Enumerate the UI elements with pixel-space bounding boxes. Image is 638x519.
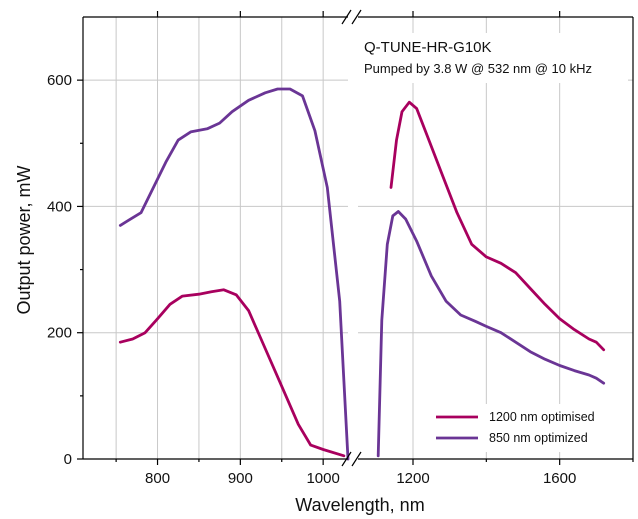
axis-break-mark bbox=[351, 451, 362, 467]
axis-break-mark bbox=[351, 9, 362, 25]
legend-label-1200: 1200 nm optimised bbox=[489, 410, 595, 424]
chart-subtitle: Pumped by 3.8 W @ 532 nm @ 10 kHz bbox=[364, 61, 592, 76]
axis-break-mark bbox=[341, 451, 352, 467]
y-tick-label: 200 bbox=[47, 325, 72, 342]
legend-label-850: 850 nm optimized bbox=[489, 431, 588, 445]
x-tick-label: 1600 bbox=[543, 470, 576, 487]
y-tick-label: 0 bbox=[64, 451, 72, 468]
grid bbox=[83, 17, 634, 460]
axis-break-mark bbox=[341, 9, 352, 25]
x-axis-title: Wavelength, nm bbox=[295, 495, 424, 515]
y-axis-title: Output power, mW bbox=[14, 165, 34, 314]
y-tick-label: 600 bbox=[47, 72, 72, 89]
tick-labels: 0 200 400 600 800 900 1000 1200 1600 bbox=[47, 72, 576, 487]
series-layer bbox=[118, 87, 606, 461]
x-tick-label: 900 bbox=[228, 470, 253, 487]
x-tick-label: 1200 bbox=[396, 470, 429, 487]
legend: 1200 nm optimised 850 nm optimized bbox=[436, 410, 595, 445]
series-line-0-segment-0 bbox=[118, 288, 346, 458]
series-line-0-segment-1 bbox=[389, 100, 606, 352]
series-line-1-segment-1 bbox=[376, 210, 606, 458]
legend-box bbox=[430, 404, 630, 452]
chart-title: Q-TUNE-HR-G10K bbox=[364, 39, 492, 56]
x-tick-label: 800 bbox=[145, 470, 170, 487]
annotation-box bbox=[356, 33, 628, 83]
series-line-1-segment-0 bbox=[118, 87, 350, 461]
axes bbox=[77, 9, 634, 467]
x-tick-label: 1000 bbox=[306, 470, 339, 487]
y-tick-label: 400 bbox=[47, 198, 72, 215]
